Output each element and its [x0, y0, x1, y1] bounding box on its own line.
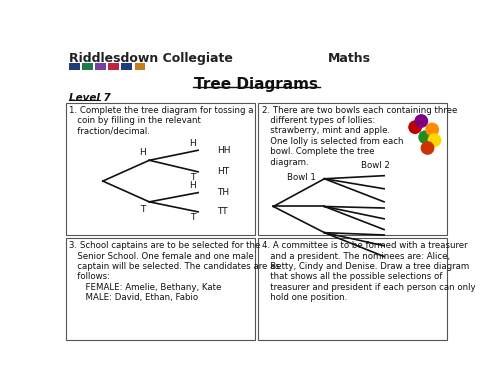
- Text: T: T: [190, 213, 196, 222]
- FancyBboxPatch shape: [66, 103, 254, 235]
- FancyBboxPatch shape: [258, 103, 447, 235]
- Text: 3. School captains are to be selected for the
   Senior School. One female and o: 3. School captains are to be selected fo…: [70, 241, 280, 302]
- Circle shape: [428, 134, 440, 146]
- FancyBboxPatch shape: [82, 63, 92, 70]
- Circle shape: [415, 115, 428, 127]
- Circle shape: [419, 131, 432, 143]
- FancyBboxPatch shape: [95, 63, 106, 70]
- Text: H: H: [189, 181, 196, 190]
- Text: TH: TH: [218, 188, 230, 197]
- Text: Level 7: Level 7: [68, 93, 110, 103]
- Text: H: H: [189, 139, 196, 148]
- Text: Maths: Maths: [328, 52, 371, 66]
- FancyBboxPatch shape: [258, 238, 447, 340]
- FancyBboxPatch shape: [134, 63, 145, 70]
- Text: T: T: [190, 173, 196, 182]
- Circle shape: [426, 123, 438, 135]
- Text: H: H: [138, 148, 145, 157]
- Text: HT: HT: [218, 167, 230, 176]
- Circle shape: [422, 142, 434, 154]
- FancyBboxPatch shape: [66, 238, 254, 340]
- Text: HH: HH: [218, 146, 231, 155]
- Text: Tree Diagrams: Tree Diagrams: [194, 77, 318, 92]
- Text: 4. A committee is to be formed with a treasurer
   and a president. The nominees: 4. A committee is to be formed with a tr…: [262, 241, 476, 302]
- FancyBboxPatch shape: [122, 63, 132, 70]
- FancyBboxPatch shape: [108, 63, 119, 70]
- Text: Bowl 2: Bowl 2: [361, 161, 390, 170]
- Text: Riddlesdown Collegiate: Riddlesdown Collegiate: [68, 52, 232, 66]
- Text: T: T: [140, 205, 145, 214]
- Text: 2. There are two bowls each containing three
   different types of lollies:
   s: 2. There are two bowls each containing t…: [262, 106, 457, 167]
- Circle shape: [409, 121, 422, 133]
- FancyBboxPatch shape: [68, 63, 80, 70]
- Text: Bowl 1: Bowl 1: [287, 173, 316, 182]
- Text: TT: TT: [218, 207, 228, 217]
- Text: 1. Complete the tree diagram for tossing a
   coin by filling in the relevant
  : 1. Complete the tree diagram for tossing…: [70, 106, 254, 135]
